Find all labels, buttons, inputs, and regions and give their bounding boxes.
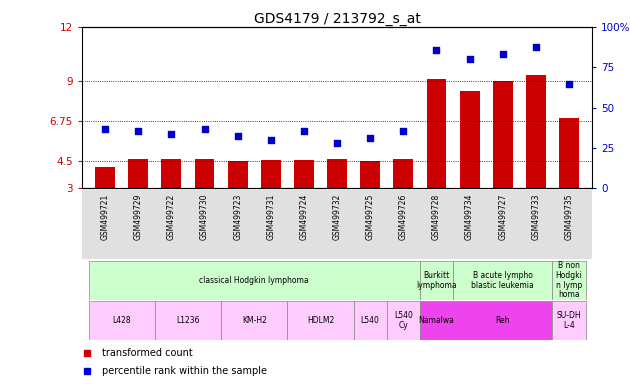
Bar bbox=[287, 301, 353, 340]
Bar bbox=[387, 301, 420, 340]
Bar bbox=[161, 159, 181, 188]
Text: Reh: Reh bbox=[495, 316, 510, 325]
Bar bbox=[221, 301, 287, 340]
Bar bbox=[227, 161, 248, 188]
Bar bbox=[453, 301, 553, 340]
Point bbox=[166, 131, 176, 137]
Text: GSM499727: GSM499727 bbox=[498, 194, 507, 240]
Text: GSM499728: GSM499728 bbox=[432, 194, 441, 240]
Text: Burkitt
lymphoma: Burkitt lymphoma bbox=[416, 271, 457, 290]
Text: L1236: L1236 bbox=[176, 316, 200, 325]
Point bbox=[365, 135, 375, 141]
Bar bbox=[89, 301, 155, 340]
Bar bbox=[95, 167, 115, 188]
Bar bbox=[129, 159, 148, 188]
Text: KM-H2: KM-H2 bbox=[242, 316, 266, 325]
Bar bbox=[353, 301, 387, 340]
Text: GSM499725: GSM499725 bbox=[365, 194, 375, 240]
Point bbox=[564, 81, 574, 87]
Text: classical Hodgkin lymphoma: classical Hodgkin lymphoma bbox=[200, 276, 309, 285]
Text: Namalwa: Namalwa bbox=[418, 316, 454, 325]
Text: GSM499724: GSM499724 bbox=[299, 194, 309, 240]
Text: HDLM2: HDLM2 bbox=[307, 316, 334, 325]
Bar bbox=[393, 159, 413, 188]
Point bbox=[332, 140, 342, 146]
Bar bbox=[559, 118, 579, 188]
Text: GSM499734: GSM499734 bbox=[465, 194, 474, 240]
Title: GDS4179 / 213792_s_at: GDS4179 / 213792_s_at bbox=[254, 12, 420, 26]
Bar bbox=[460, 91, 479, 188]
Bar bbox=[195, 159, 214, 188]
Text: GSM499721: GSM499721 bbox=[101, 194, 110, 240]
Bar bbox=[553, 261, 585, 300]
Text: GSM499732: GSM499732 bbox=[333, 194, 341, 240]
Text: L540
Cy: L540 Cy bbox=[394, 311, 413, 330]
Point bbox=[464, 56, 474, 62]
Point bbox=[398, 128, 408, 134]
Text: GSM499726: GSM499726 bbox=[399, 194, 408, 240]
Text: GSM499731: GSM499731 bbox=[266, 194, 275, 240]
Bar bbox=[427, 79, 447, 188]
Text: GSM499730: GSM499730 bbox=[200, 194, 209, 240]
Bar bbox=[453, 261, 553, 300]
Bar bbox=[553, 301, 585, 340]
Text: percentile rank within the sample: percentile rank within the sample bbox=[102, 366, 267, 376]
Bar bbox=[420, 261, 453, 300]
Text: GSM499723: GSM499723 bbox=[233, 194, 242, 240]
Text: L540: L540 bbox=[361, 316, 380, 325]
Point bbox=[299, 128, 309, 134]
Text: B non
Hodgki
n lymp
homa: B non Hodgki n lymp homa bbox=[556, 261, 583, 300]
Text: GSM499729: GSM499729 bbox=[134, 194, 143, 240]
Bar bbox=[294, 161, 314, 188]
Point bbox=[432, 47, 442, 53]
Bar bbox=[89, 261, 420, 300]
Text: L428: L428 bbox=[112, 316, 131, 325]
Point bbox=[531, 43, 541, 50]
Point bbox=[232, 133, 243, 139]
Bar bbox=[155, 301, 221, 340]
Bar bbox=[493, 81, 513, 188]
Point bbox=[200, 126, 210, 132]
Text: transformed count: transformed count bbox=[102, 348, 193, 358]
Text: GSM499722: GSM499722 bbox=[167, 194, 176, 240]
Bar bbox=[420, 301, 453, 340]
Bar bbox=[261, 161, 281, 188]
Text: GSM499735: GSM499735 bbox=[564, 194, 573, 240]
Text: GSM499733: GSM499733 bbox=[531, 194, 541, 240]
Point bbox=[498, 51, 508, 57]
Point bbox=[100, 126, 110, 132]
Text: B acute lympho
blastic leukemia: B acute lympho blastic leukemia bbox=[471, 271, 534, 290]
Bar bbox=[327, 159, 347, 188]
Point bbox=[133, 128, 143, 134]
Bar bbox=[360, 161, 380, 188]
Bar bbox=[526, 75, 546, 188]
Point bbox=[266, 137, 276, 143]
Text: SU-DH
L-4: SU-DH L-4 bbox=[557, 311, 581, 330]
